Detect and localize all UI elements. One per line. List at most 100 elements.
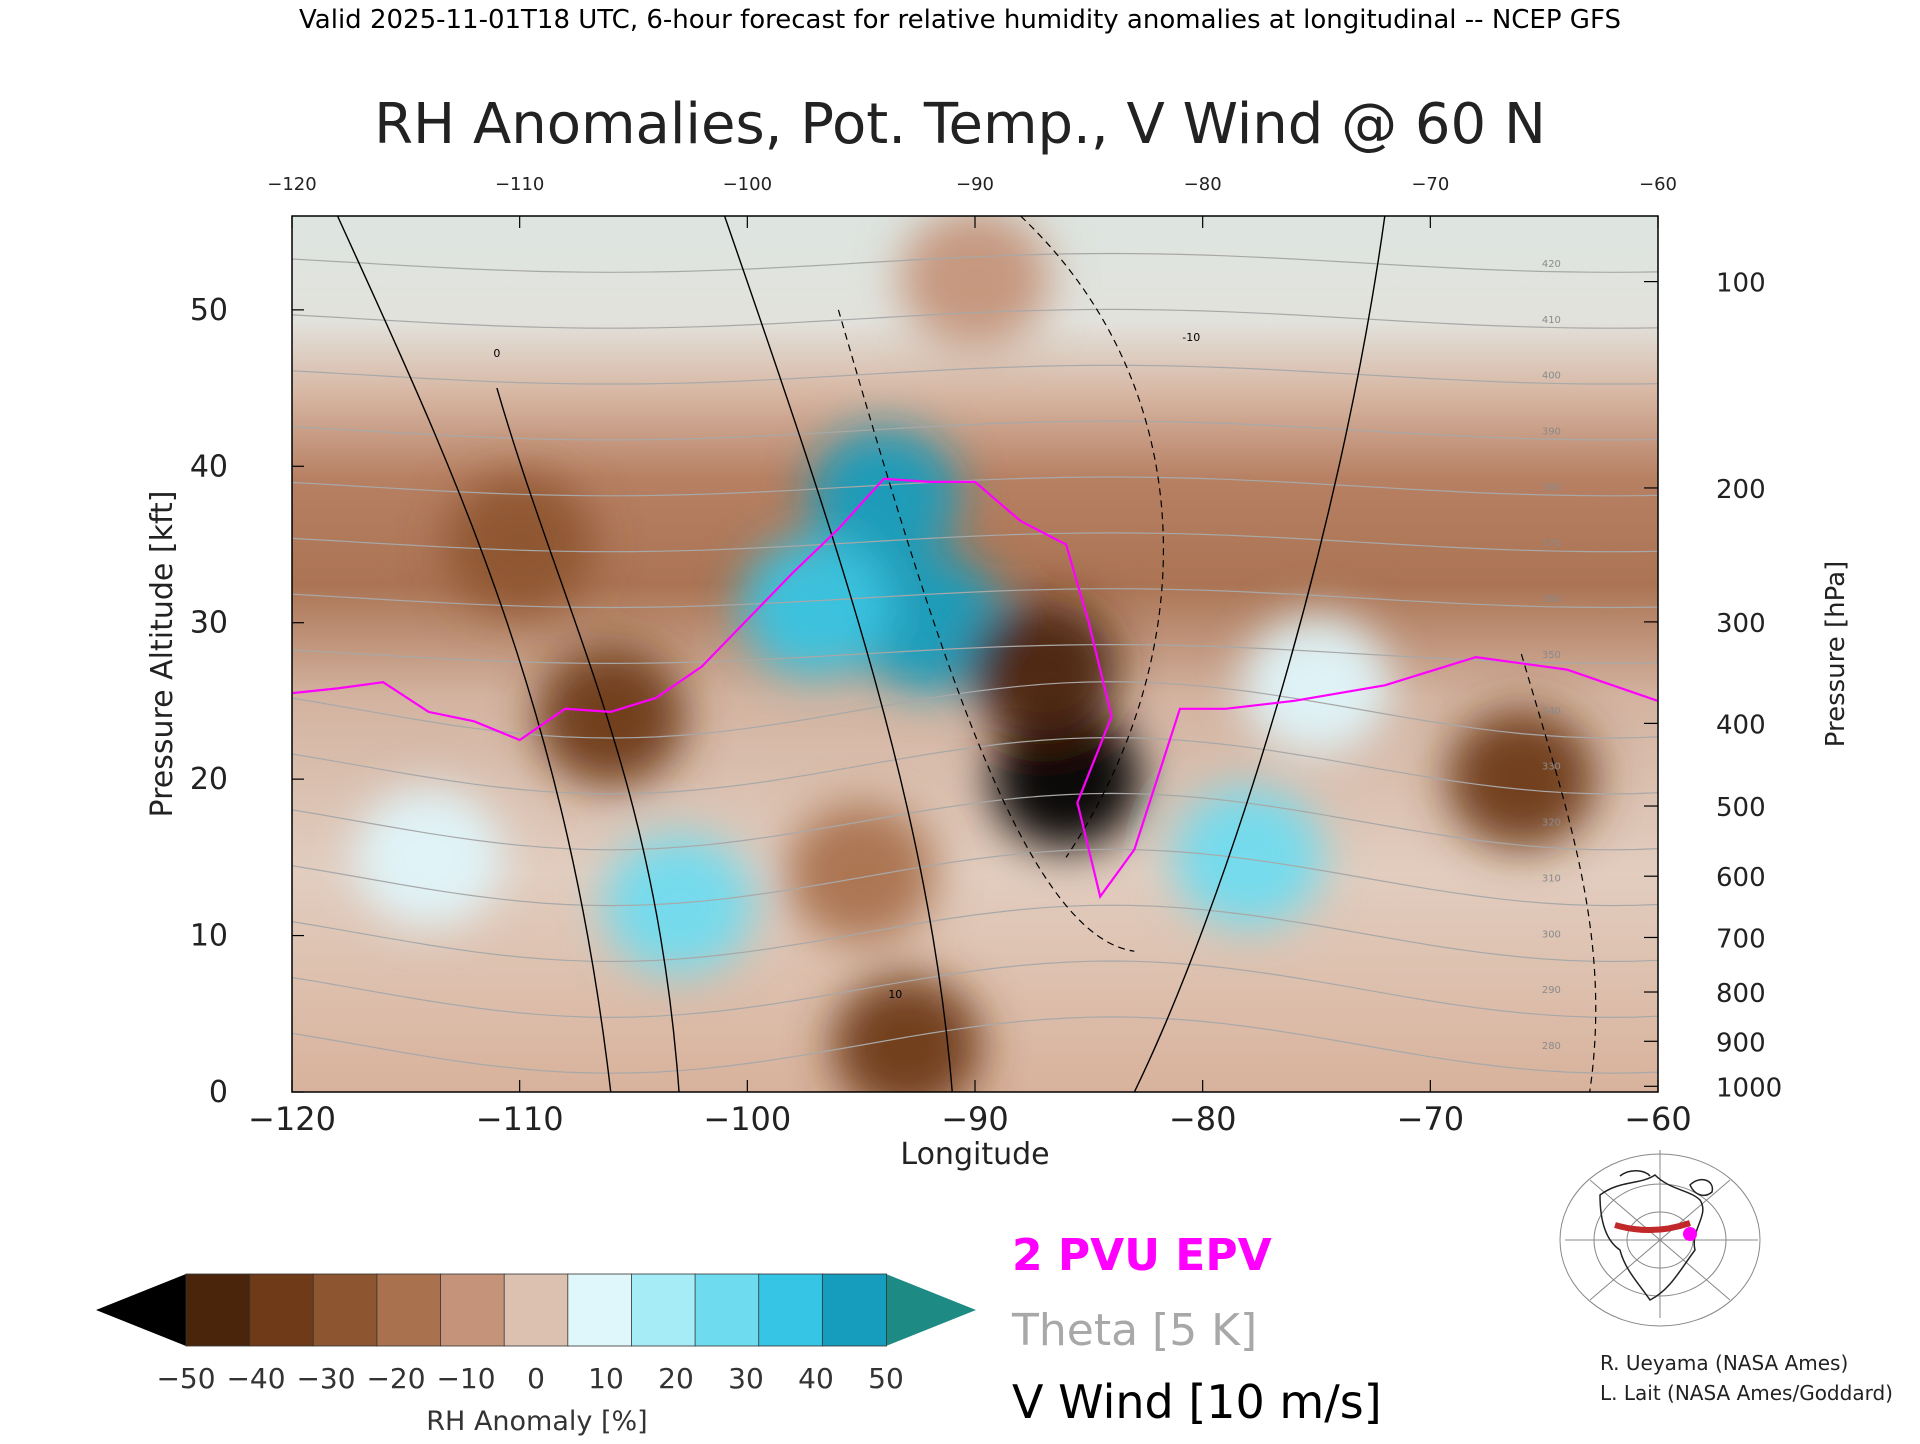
vwind-contour <box>723 216 953 1092</box>
colorbar-swatch <box>376 1273 442 1347</box>
theta-contour-label: 360 <box>1542 594 1561 605</box>
legend: 2 PVU EPV Theta [5 K] V Wind [10 m/s] <box>1011 1230 1382 1429</box>
theta-contour-label: 410 <box>1542 315 1561 326</box>
rh-anomaly-blob <box>604 834 755 975</box>
pressure-tick-label: 400 <box>1716 710 1766 740</box>
x-tick-label: −70 <box>1397 1100 1465 1138</box>
theta-contour-label: 400 <box>1542 371 1561 382</box>
rh-anomaly-blob <box>444 474 595 615</box>
colorbar-swatch <box>694 1273 760 1347</box>
vwind-contour-negative <box>837 309 1135 952</box>
legend-pv: 2 PVU EPV <box>1012 1230 1272 1281</box>
colorbar-tick-label: 50 <box>868 1362 904 1395</box>
y-tick-label: 10 <box>190 919 228 954</box>
location-marker <box>1683 1227 1697 1241</box>
colorbar-tick-label: −10 <box>436 1362 495 1395</box>
colorbar-swatch <box>503 1273 569 1347</box>
theta-contour <box>292 792 1658 851</box>
x-tick-label-top: −120 <box>267 174 316 195</box>
header-text: Valid 2025-11-01T18 UTC, 6-hour forecast… <box>299 5 1621 35</box>
y-tick-label: 20 <box>190 762 228 797</box>
colorbar-under-arrow <box>96 1274 186 1346</box>
continent-outline <box>1599 1174 1704 1301</box>
rh-anomaly-blob <box>900 216 1050 349</box>
theta-contour-label: 320 <box>1542 818 1561 829</box>
theta-contour <box>292 681 1658 739</box>
theta-contour <box>292 960 1658 1019</box>
x-tick-label-top: −70 <box>1411 174 1449 195</box>
colorbar-tick-label: −40 <box>226 1362 285 1395</box>
x-tick-label: −100 <box>703 1100 791 1138</box>
vwind-contour-negative <box>1020 216 1165 858</box>
pv-2pvu-line <box>292 477 1658 900</box>
theta-contour-label: 340 <box>1542 706 1561 717</box>
chart-title: RH Anomalies, Pot. Temp., V Wind @ 60 N <box>374 92 1546 157</box>
vwind-contour-negative <box>1520 653 1597 1092</box>
pressure-tick-label: 500 <box>1716 793 1766 823</box>
theta-contour <box>292 848 1658 907</box>
pressure-tick-label: 600 <box>1716 863 1766 893</box>
x-tick-label: −60 <box>1624 1100 1692 1138</box>
rh-anomaly-blob <box>740 537 891 678</box>
theta-contour-label: 390 <box>1542 427 1561 438</box>
colorbar-over-arrow <box>886 1274 976 1346</box>
rh-anomaly-blob <box>1446 709 1597 850</box>
colorbar-swatch <box>758 1273 824 1347</box>
colorbar-swatch <box>249 1273 315 1347</box>
colorbar-tick-label: 10 <box>588 1362 624 1395</box>
theta-contour-label: 310 <box>1542 873 1561 884</box>
vwind-contour-label: -10 <box>1182 331 1200 344</box>
pv-line <box>292 477 1658 900</box>
rh-anomaly-blob <box>1173 787 1324 928</box>
vwind-contour-label: 10 <box>888 988 902 1001</box>
rh-anomaly-field <box>353 216 1597 1092</box>
x-tick-label-top: −100 <box>723 174 772 195</box>
legend-vwind: V Wind [10 m/s] <box>1012 1375 1382 1429</box>
colorbar-tick-label: −50 <box>156 1362 215 1395</box>
x-tick-label: −120 <box>248 1100 336 1138</box>
x-tick-label-top: −60 <box>1639 174 1677 195</box>
pressure-tick-label: 700 <box>1716 924 1766 954</box>
colorbar-label: RH Anomaly [%] <box>426 1406 647 1437</box>
x-tick-label: −80 <box>1169 1100 1237 1138</box>
y2-axis-label: Pressure [hPa] <box>1821 561 1851 748</box>
theta-contour <box>292 476 1658 497</box>
pressure-tick-label: 200 <box>1716 475 1766 505</box>
theta-contour <box>292 364 1658 385</box>
x-tick-label-top: −110 <box>495 174 544 195</box>
vwind-contour-label: 0 <box>493 347 500 360</box>
theta-contour-label: 290 <box>1542 985 1561 996</box>
x-axis-label: Longitude <box>900 1137 1049 1172</box>
theta-contour <box>292 588 1658 609</box>
plot-area: 4204104003903803703603503403303203103002… <box>190 174 1782 1138</box>
theta-contour <box>292 736 1658 795</box>
theta-contour-label: 330 <box>1542 762 1561 773</box>
x-tick-label: −90 <box>941 1100 1009 1138</box>
axes: −120 −120 −110 −110 −100 −100 −90 −90 −80 −80 −70 −… <box>190 174 1782 1138</box>
colorbar-swatch <box>567 1273 633 1347</box>
y-tick-label: 0 <box>209 1075 228 1110</box>
y-tick-label: 30 <box>190 606 228 641</box>
colorbar-swatch <box>821 1273 887 1347</box>
credit-line-2: L. Lait (NASA Ames/Goddard) <box>1600 1381 1893 1405</box>
theta-contour <box>292 1016 1658 1074</box>
pressure-tick-label: 800 <box>1716 979 1766 1009</box>
colorbar-tick-label: −20 <box>366 1362 425 1395</box>
colorbar-tick-label: −30 <box>296 1362 355 1395</box>
cross-section-path <box>1614 1220 1691 1234</box>
y-tick-label: 40 <box>190 449 228 484</box>
rh-anomaly-blob <box>1241 615 1392 756</box>
colorbar-tick-label: 30 <box>728 1362 764 1395</box>
theta-contour-label: 380 <box>1542 482 1561 493</box>
x-tick-label-top: −90 <box>956 174 994 195</box>
colorbar-swatch <box>312 1273 378 1347</box>
rh-anomaly-blob <box>968 599 1119 740</box>
rh-anomaly-blob <box>535 646 686 787</box>
y-axis-label: Pressure Altitude [kft] <box>145 491 180 818</box>
rh-anomaly-blob <box>786 803 937 943</box>
theta-contour <box>292 420 1658 441</box>
locator-map <box>1559 1150 1761 1327</box>
theta-contour <box>292 308 1658 329</box>
